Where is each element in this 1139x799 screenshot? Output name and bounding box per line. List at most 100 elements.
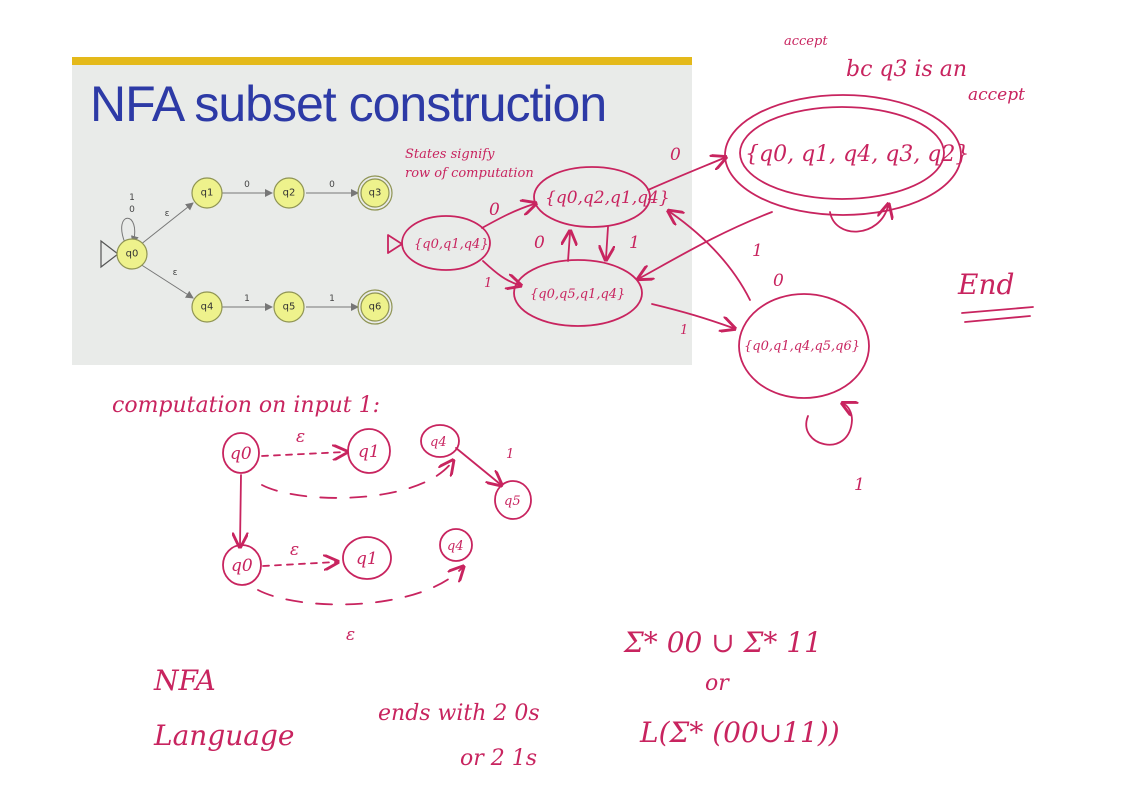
- trace-edge-down: [240, 474, 241, 545]
- trace-state-q1-top: [347, 428, 391, 474]
- accept-note-3: accept: [968, 85, 1025, 105]
- states-note-line1: States signify: [405, 147, 495, 162]
- nfa-state-q3-ring: [357, 175, 393, 211]
- end-underline-2: [964, 315, 1031, 323]
- dfa-edge-label-s1-accept1: 1: [680, 323, 688, 338]
- dfa-handwritten: States signify row of computation {q0,q1…: [387, 34, 1034, 495]
- regex-or: or: [705, 671, 730, 696]
- trace-label-q5-top: q5: [504, 494, 521, 509]
- trace-label-q0-bottom: q0: [231, 556, 253, 576]
- trace-label-q4-top: q4: [430, 435, 447, 450]
- trace-eps-bottom: ε: [290, 540, 299, 560]
- nfa-edge-label-q0-q4: ε: [173, 268, 178, 278]
- dfa-self-loop-accept0: [829, 206, 888, 233]
- slide: NFA subset construction 1 0 ε ε 0 0 1 1 …: [72, 57, 692, 365]
- dfa-edge-label-start-0: 0: [489, 200, 500, 220]
- trace-state-q4-bottom: [439, 528, 473, 562]
- trace-state-q5-top: [494, 480, 532, 520]
- nfa-start-arrow: [100, 239, 119, 269]
- computation-trace: computation on input 1: q0 ε q1 q4 1 q5 …: [112, 393, 532, 645]
- dfa-start-arrow: [387, 234, 403, 254]
- trace-state-q0-bottom: [222, 544, 262, 586]
- end-note: End: [957, 268, 1014, 301]
- dfa-edge-s0-accept0: [647, 158, 724, 191]
- regex-line2: L(Σ* (00∪11)): [639, 716, 840, 749]
- dfa-state-accept1: [738, 293, 870, 399]
- dfa-state-s0: [533, 166, 651, 228]
- dfa-edge-s0-s1: [606, 226, 608, 258]
- dfa-edge-label-start-1: 1: [484, 276, 492, 291]
- nfa-edge-q0-q1: [139, 202, 194, 246]
- nfa-state-label-q5: q5: [283, 302, 296, 313]
- language-word: Language: [153, 719, 294, 752]
- dfa-edge-label-s1-s0: 0: [534, 233, 545, 253]
- trace-eps-curve-top: [261, 462, 452, 499]
- trace-state-q0-top: [222, 432, 260, 474]
- trace-one-label: 1: [506, 447, 514, 462]
- accept-note-2: bc q3 is an: [846, 57, 967, 82]
- dfa-edge-s1-s0: [568, 233, 570, 262]
- nfa-edge-label-q0-q1: ε: [165, 209, 170, 219]
- nfa-state-label-q3: q3: [369, 188, 382, 199]
- nfa-state-q6: [360, 292, 390, 322]
- dfa-state-accept0-label: {q0, q1, q4, q3, q2}: [745, 142, 969, 167]
- computation-title: computation on input 1:: [112, 393, 380, 418]
- accept-note-1: accept: [784, 34, 828, 49]
- dfa-edge-label-accept1-s0: 0: [773, 271, 784, 291]
- nfa-edge-label-q4-q5: 1: [244, 294, 250, 304]
- trace-eps-curve-bottom: [257, 568, 462, 606]
- nfa-state-q6-ring: [357, 289, 393, 325]
- trace-eps-arrow-top: [261, 452, 345, 456]
- dfa-edge-start-s1: [482, 260, 519, 285]
- nfa-state-q1: [191, 177, 223, 209]
- nfa-state-label-q6: q6: [369, 302, 382, 313]
- ends-with-line1: ends with 2 0s: [378, 701, 540, 726]
- dfa-edge-label-s0-s1: 1: [629, 233, 640, 253]
- dfa-state-start: [401, 215, 491, 271]
- nfa-edge-label-q5-q6: 1: [329, 294, 335, 304]
- trace-eps-arrow-bottom: [262, 562, 336, 566]
- regex-line1: Σ* 00 ∪ Σ* 11: [623, 626, 822, 659]
- dfa-self-loop-accept1: [805, 404, 852, 446]
- dfa-state-s0-label: {q0,q2,q1,q4}: [545, 188, 670, 208]
- nfa-edge-label-self-0: 0: [129, 205, 135, 215]
- nfa-state-q3: [360, 178, 390, 208]
- trace-label-q4-bottom: q4: [447, 539, 464, 554]
- nfa-edge-label-q1-q2: 0: [244, 180, 250, 190]
- nfa-edge-label-self-1: 1: [129, 193, 135, 203]
- dfa-state-start-label: {q0,q1,q4}: [414, 237, 489, 252]
- states-note-line2: row of computation: [405, 166, 534, 181]
- nfa-diagram: 1 0 ε ε 0 0 1 1 q0 q1 q2 q3 q4: [100, 175, 393, 325]
- dfa-edge-label-accept0-s1: 1: [752, 241, 763, 261]
- trace-label-q1-bottom: q1: [356, 549, 378, 569]
- nfa-state-q0: [116, 238, 148, 270]
- trace-state-q1-bottom: [342, 536, 392, 580]
- trace-label-q1-top: q1: [358, 442, 380, 462]
- nfa-edge-self-loop: [121, 217, 139, 244]
- dfa-loop-label-accept1: 1: [854, 475, 865, 495]
- end-underline-1: [961, 306, 1034, 314]
- nfa-edge-label-q2-q3: 0: [329, 180, 335, 190]
- nfa-state-q4: [191, 291, 223, 323]
- trace-eps-curve-label: ε: [346, 625, 355, 645]
- nfa-state-label-q4: q4: [201, 302, 214, 313]
- dfa-edge-accept0-s1: [640, 211, 773, 278]
- nfa-edge-q0-q4: [139, 263, 194, 299]
- nfa-state-q5: [273, 291, 305, 323]
- ends-with-line2: or 2 1s: [460, 746, 537, 771]
- dfa-state-s1-label: {q0,q5,q1,q4}: [530, 287, 625, 302]
- nfa-state-label-q1: q1: [201, 188, 214, 199]
- nfa-state-label-q2: q2: [283, 188, 296, 199]
- dfa-edge-s1-accept1: [651, 303, 733, 328]
- nfa-word: NFA: [153, 664, 216, 697]
- slide-title: NFA subset construction: [90, 76, 606, 132]
- dfa-state-accept1-label: {q0,q1,q4,q5,q6}: [744, 339, 860, 354]
- dfa-edge-label-s0-accept0: 0: [670, 145, 681, 165]
- dfa-state-s1: [513, 259, 643, 327]
- trace-edge-q4-q5: [455, 447, 500, 484]
- trace-label-q0-top: q0: [230, 444, 252, 464]
- dfa-state-accept0-inner: [739, 106, 945, 200]
- nfa-state-label-q0: q0: [126, 249, 139, 260]
- nfa-state-q2: [273, 177, 305, 209]
